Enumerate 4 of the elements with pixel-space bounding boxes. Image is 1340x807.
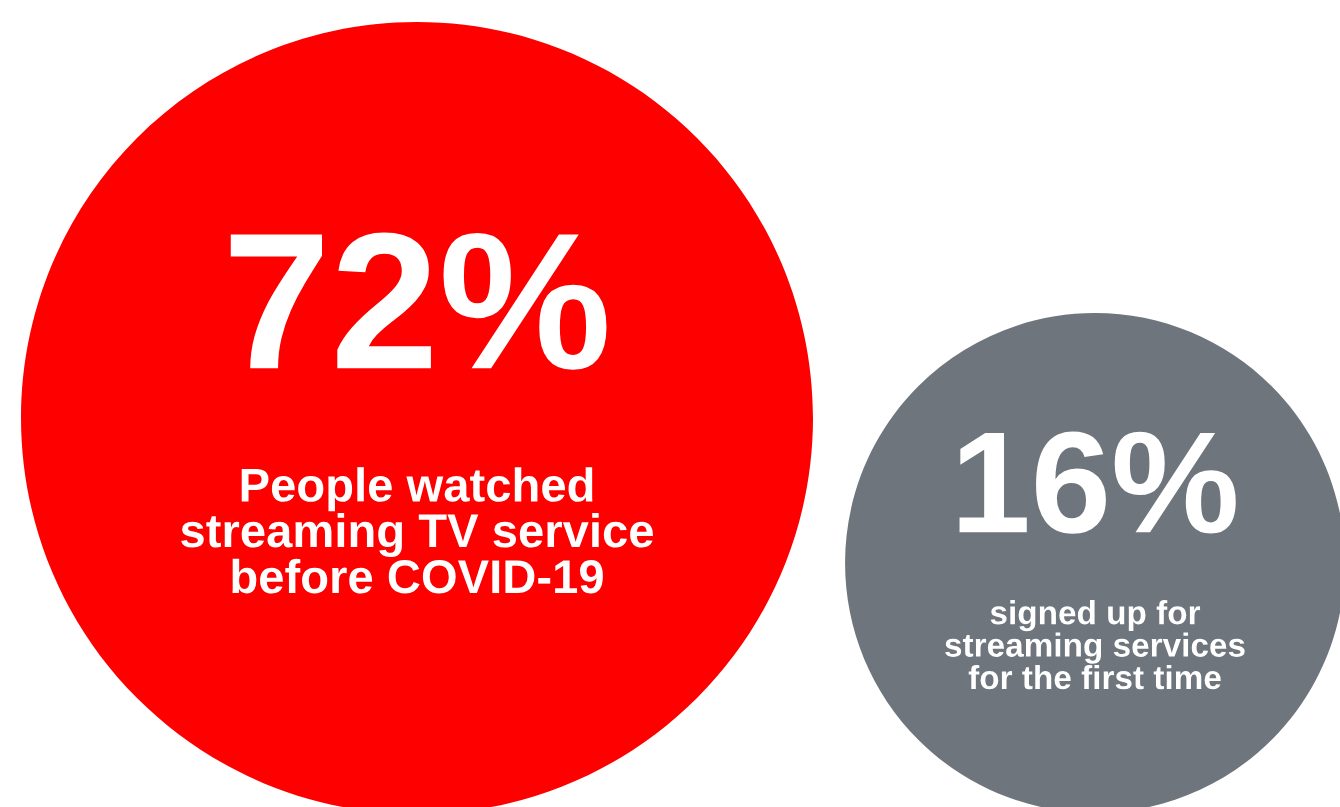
category-label: signed up for streaming services for the first time xyxy=(945,600,1245,690)
category-label: People watched streaming TV service before COVID-19 xyxy=(181,467,653,594)
data-label: 16% xyxy=(959,431,1236,534)
data-label: 72% xyxy=(230,232,607,370)
